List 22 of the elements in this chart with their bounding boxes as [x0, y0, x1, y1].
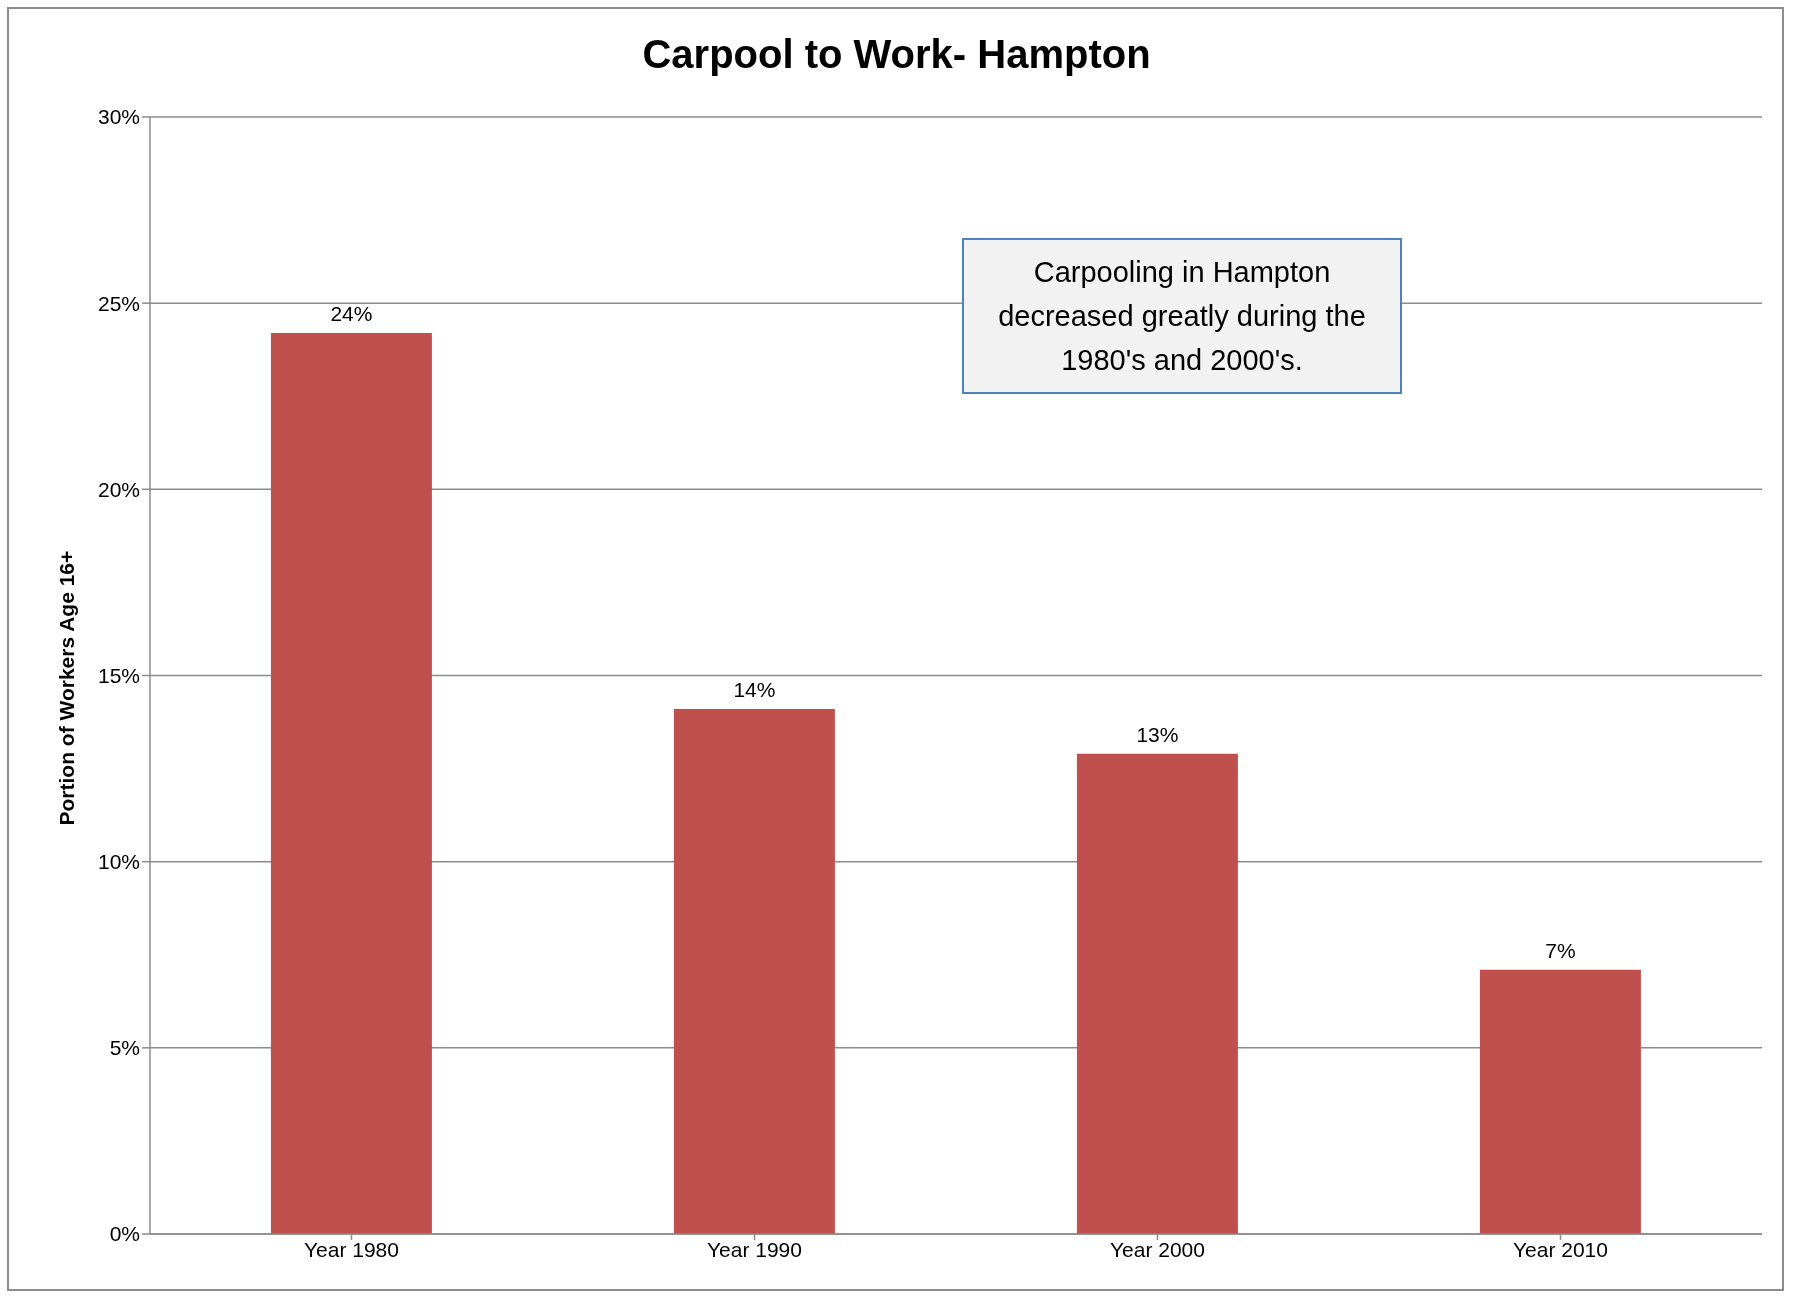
- bar: [270, 332, 432, 1234]
- bar: [1076, 753, 1238, 1234]
- x-tick-label: Year 2010: [1513, 1237, 1608, 1261]
- bar: [1479, 969, 1641, 1234]
- x-tick-label: Year 1980: [304, 1237, 399, 1261]
- y-axis-title: Portion of Workers Age 16+: [55, 550, 79, 826]
- bar: [673, 709, 835, 1234]
- x-tick-label: Year 1990: [707, 1237, 802, 1261]
- data-label: 24%: [330, 301, 373, 325]
- x-tick-label: Year 2000: [1110, 1237, 1205, 1261]
- y-tick-label: 20%: [97, 477, 140, 501]
- annotation: Carpooling in Hampton decreased greatly during the 1980's and 2000's.: [962, 238, 1402, 394]
- chart-title: Carpool to Work- Hampton: [641, 32, 1152, 77]
- data-label: 14%: [733, 678, 776, 702]
- y-tick-label: 0%: [109, 1222, 140, 1246]
- y-tick-label: 15%: [97, 663, 140, 687]
- y-tick-label: 10%: [97, 850, 140, 874]
- y-tick-label: 30%: [97, 105, 140, 129]
- y-tick-label: 25%: [97, 291, 140, 315]
- data-label: 13%: [1136, 722, 1179, 746]
- y-tick-label: 5%: [109, 1036, 140, 1060]
- data-label: 7%: [1545, 938, 1576, 962]
